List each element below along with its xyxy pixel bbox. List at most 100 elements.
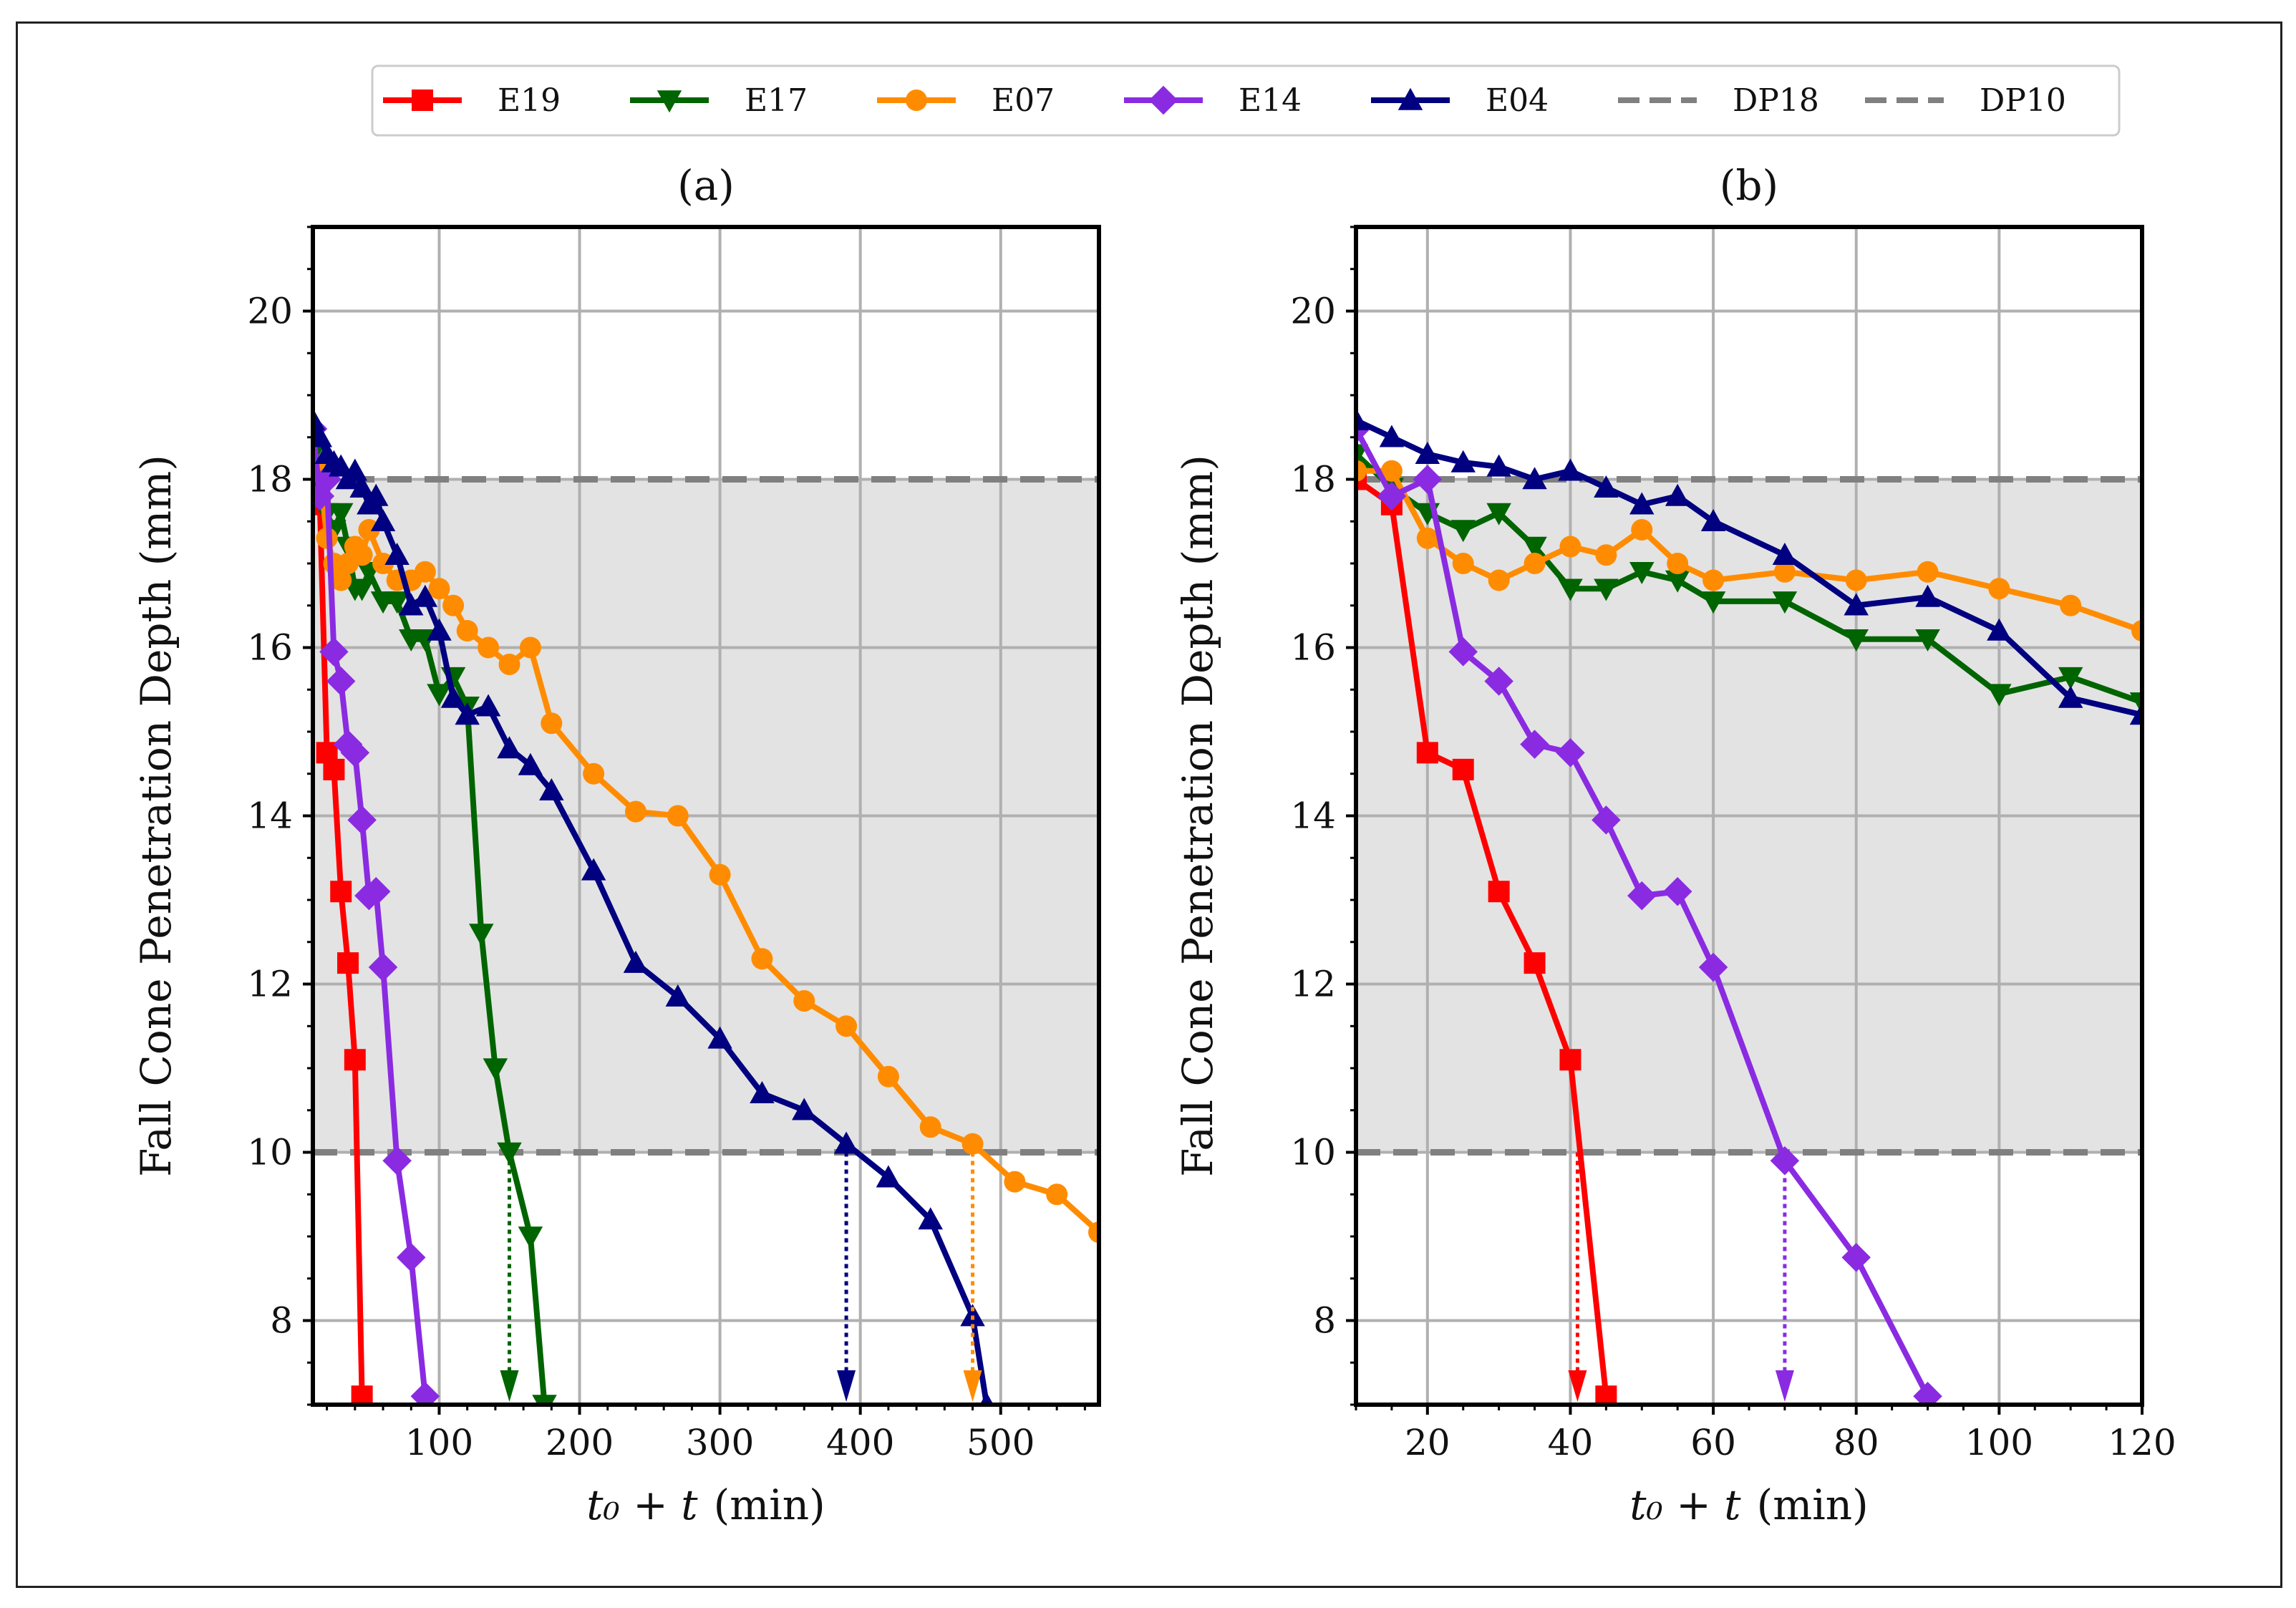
data-point-e14 xyxy=(1377,481,1407,511)
x-tick-label: 60 xyxy=(1690,1422,1736,1463)
data-point-e17 xyxy=(2058,667,2083,689)
data-point-e07 xyxy=(709,863,731,886)
y-tick-label: 8 xyxy=(270,1300,293,1342)
data-point-e14 xyxy=(347,805,377,835)
data-point-e17 xyxy=(532,1395,557,1405)
legend-label-e04: E04 xyxy=(1486,82,1549,119)
data-point-e17 xyxy=(1772,591,1798,614)
data-point-e07 xyxy=(456,620,478,641)
data-point-e07 xyxy=(1559,536,1581,558)
legend-entry-e17: E17 xyxy=(630,82,808,119)
data-point-e04 xyxy=(1665,483,1690,506)
data-point-e04 xyxy=(313,425,333,447)
data-point-e07 xyxy=(1046,1183,1068,1206)
data-point-e14 xyxy=(382,1146,412,1176)
data-point-e14 xyxy=(1413,465,1443,494)
legend-label-e17: E17 xyxy=(745,82,808,119)
data-point-e17 xyxy=(469,924,494,946)
data-point-e14 xyxy=(1841,1243,1871,1272)
data-point-e17 xyxy=(349,578,374,601)
x-tick-label: 200 xyxy=(546,1422,614,1463)
data-point-e07 xyxy=(877,1065,899,1088)
data-point-e04 xyxy=(497,736,522,759)
data-point-e04 xyxy=(2058,685,2083,708)
x-axis-label-variable: t₀ + t xyxy=(586,1481,698,1529)
data-point-e04 xyxy=(518,752,543,775)
data-point-e19 xyxy=(1416,742,1438,764)
data-point-e07 xyxy=(961,1133,984,1155)
data-point-e07 xyxy=(442,594,465,616)
legend-marker-e14 xyxy=(1148,85,1178,115)
threshold-arrowhead-e14 xyxy=(1775,1370,1794,1402)
data-point-e14 xyxy=(340,738,370,767)
data-point-e07 xyxy=(1917,561,1939,583)
data-point-e04 xyxy=(1915,584,1940,607)
data-point-e04 xyxy=(623,950,649,973)
data-point-e04 xyxy=(475,694,501,717)
panel-title: (a) xyxy=(677,161,735,210)
data-point-e04 xyxy=(455,702,480,725)
data-point-e07 xyxy=(358,519,380,541)
data-point-e19 xyxy=(1488,881,1510,903)
data-point-e04 xyxy=(1486,454,1511,477)
data-point-e17 xyxy=(1700,591,1726,614)
data-point-e07 xyxy=(1452,553,1474,574)
legend-entry-dp10: DP10 xyxy=(1865,82,2066,119)
data-point-e14 xyxy=(1592,805,1621,835)
data-point-e17 xyxy=(1594,578,1619,601)
data-point-e07 xyxy=(793,990,815,1012)
data-point-e14 xyxy=(1770,1146,1800,1176)
data-point-e19 xyxy=(323,758,345,780)
data-point-e07 xyxy=(583,762,605,785)
data-point-e07 xyxy=(667,805,689,827)
data-point-e04 xyxy=(399,593,424,616)
data-point-e17 xyxy=(384,591,410,614)
data-point-e07 xyxy=(835,1015,858,1037)
data-point-e17 xyxy=(1665,570,1690,593)
legend-box xyxy=(371,64,2121,137)
data-point-e07 xyxy=(1988,578,2010,600)
data-point-e07 xyxy=(428,578,450,600)
y-tick-label: 20 xyxy=(1290,291,1336,332)
x-tick-label: 20 xyxy=(1405,1422,1450,1463)
x-tick-label: 120 xyxy=(2108,1422,2176,1463)
legend-marker-e17 xyxy=(657,90,682,113)
data-point-e07 xyxy=(1488,569,1510,591)
data-point-e04 xyxy=(1356,408,1369,431)
data-point-e19 xyxy=(1559,1049,1581,1071)
data-point-e07 xyxy=(330,569,352,591)
series-line-e14 xyxy=(313,428,428,1397)
data-point-e04 xyxy=(1629,492,1655,515)
data-point-e04 xyxy=(2129,702,2142,725)
y-tick-label: 18 xyxy=(247,459,293,500)
x-axis-label: t₀ + t (min) xyxy=(1629,1481,1869,1529)
x-tick-label: 300 xyxy=(686,1422,754,1463)
y-tick-label: 20 xyxy=(247,291,293,332)
data-point-e14 xyxy=(368,952,398,982)
data-point-e04 xyxy=(313,408,326,431)
threshold-arrowhead-e19 xyxy=(1568,1370,1587,1402)
x-axis-label-unit: (min) xyxy=(714,1481,825,1529)
data-point-e04 xyxy=(1450,450,1476,473)
series-line-e14 xyxy=(1356,427,1931,1398)
data-point-e07 xyxy=(2060,594,2082,616)
y-axis-label: Fall Cone Penetration Depth (mm) xyxy=(132,455,180,1177)
data-point-e04 xyxy=(370,509,396,532)
data-point-e04 xyxy=(1415,442,1440,465)
data-point-e07 xyxy=(1773,561,1796,583)
data-point-e07 xyxy=(541,712,563,735)
x-tick-label: 40 xyxy=(1548,1422,1594,1463)
data-point-e07 xyxy=(1667,553,1689,574)
data-point-e14 xyxy=(1520,730,1549,759)
data-point-e04 xyxy=(581,858,606,881)
data-point-e07 xyxy=(478,636,500,659)
data-point-e14 xyxy=(1448,637,1478,667)
legend: E19 E17 E07 E14 E04 DP18 DP10 xyxy=(371,64,2121,137)
data-point-e14 xyxy=(1662,877,1692,906)
data-point-e17 xyxy=(1629,561,1655,584)
y-axis-label: Fall Cone Penetration Depth (mm) xyxy=(1173,455,1222,1177)
data-point-e04 xyxy=(1700,509,1726,532)
data-point-e14 xyxy=(1698,952,1728,982)
x-tick-label: 80 xyxy=(1834,1422,1879,1463)
legend-label-e19: E19 xyxy=(498,82,561,119)
